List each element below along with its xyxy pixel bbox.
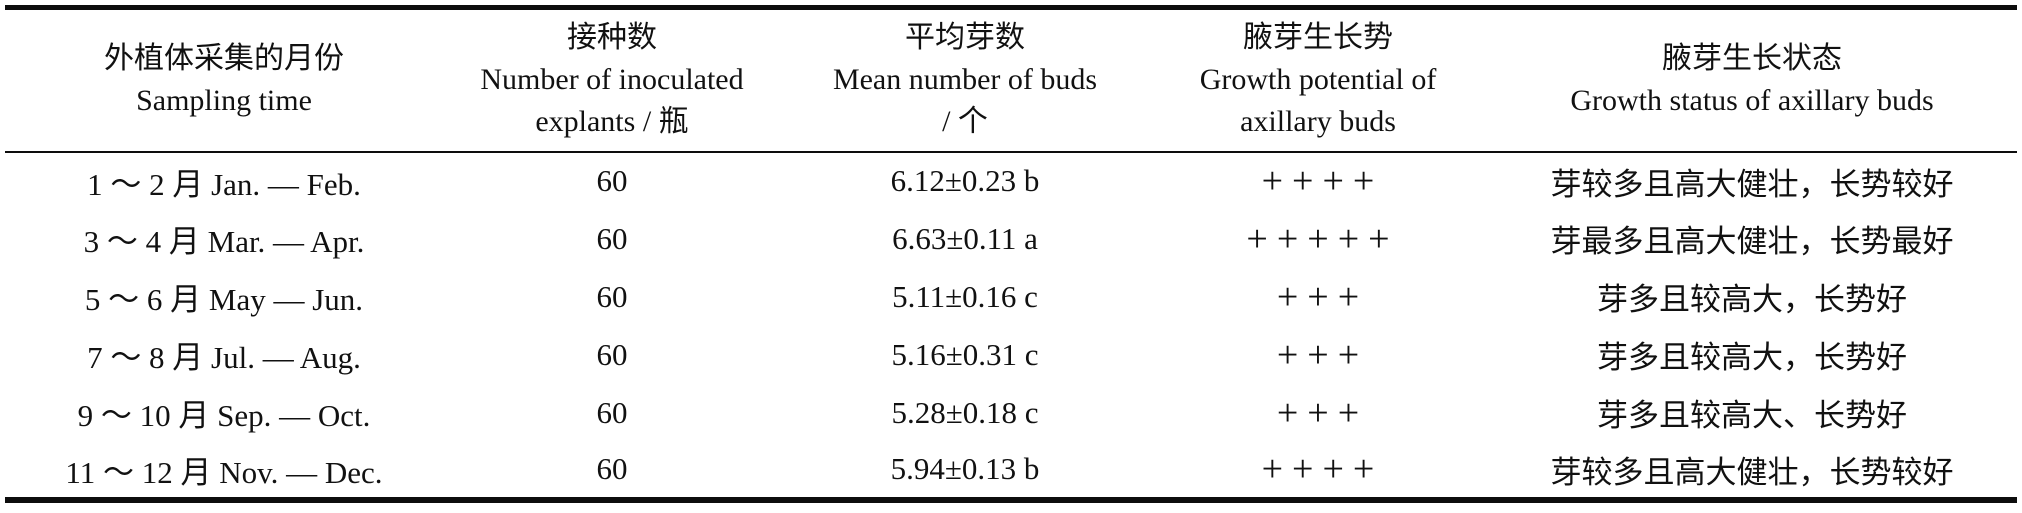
cell-mean-buds: 5.16±0.31 c (891, 336, 1039, 372)
cell-growth-status: 芽多且较高大、长势好 (1597, 398, 1907, 433)
cell-mean-buds: 5.11±0.16 c (892, 278, 1038, 314)
header-growth-potential-cn: 腋芽生长势 (1243, 21, 1393, 55)
cell-growth-potential: +++ (1276, 275, 1369, 318)
cell-inoculated-count: 60 (596, 451, 628, 486)
table-row: 3 ～ 4 月 Mar. — Apr. 60 6.63±0.11 a +++++… (5, 210, 2017, 268)
header-mean-buds-en2: / 个 (942, 105, 988, 139)
header-growth-potential-en2: axillary buds (1240, 105, 1396, 139)
table-row: 1 ～ 2 月 Jan. — Feb. 60 6.12±0.23 b ++++ … (5, 152, 2017, 210)
header-growth-potential-en1: Growth potential of (1199, 63, 1437, 97)
header-mean-buds-en1: Mean number of buds (832, 63, 1098, 97)
cell-growth-status: 芽较多且高大健壮，长势较好 (1550, 454, 1954, 490)
header-mean-buds: 平均芽数 Mean number of buds / 个 (781, 7, 1149, 153)
cell-sampling-time: 3 ～ 4 月 Mar. — Apr. (83, 224, 365, 259)
cell-growth-status: 芽较多且高大健壮，长势较好 (1550, 166, 1954, 202)
header-mean-buds-cn: 平均芽数 (905, 21, 1025, 55)
cell-growth-potential: +++ (1276, 391, 1369, 434)
cell-sampling-time: 11 ～ 12 月 Nov. — Dec. (65, 454, 383, 490)
cell-mean-buds: 6.12±0.23 b (890, 163, 1040, 198)
header-inoculated-count: 接种数 Number of inoculated explants / 瓶 (443, 7, 781, 153)
table-row: 11 ～ 12 月 Nov. — Dec. 60 5.94±0.13 b +++… (5, 442, 2017, 500)
cell-growth-status: 芽最多且高大健壮，长势最好 (1550, 224, 1954, 259)
header-growth-status-en: Growth status of axillary buds (1570, 84, 1934, 118)
cell-growth-potential: +++ (1276, 333, 1369, 376)
header-sampling-time-en: Sampling time (136, 84, 312, 118)
header-growth-status-cn: 腋芽生长状态 (1662, 42, 1842, 76)
cell-inoculated-count: 60 (596, 278, 628, 314)
cell-inoculated-count: 60 (596, 163, 628, 198)
cell-sampling-time: 9 ～ 10 月 Sep. — Oct. (77, 398, 371, 433)
cell-growth-potential: ++++ (1261, 448, 1384, 490)
cell-mean-buds: 5.28±0.18 c (891, 394, 1039, 430)
header-inoculated-count-cn: 接种数 (567, 21, 657, 55)
header-sampling-time: 外植体采集的月份 Sampling time (5, 7, 443, 153)
results-table: 外植体采集的月份 Sampling time 接种数 Number of ino… (5, 5, 2017, 503)
table-row: 5 ～ 6 月 May — Jun. 60 5.11±0.16 c +++ 芽多… (5, 268, 2017, 326)
cell-growth-status: 芽多且较高大，长势好 (1597, 282, 1907, 317)
cell-growth-status: 芽多且较高大，长势好 (1597, 340, 1907, 375)
cell-mean-buds: 5.94±0.13 b (890, 451, 1040, 486)
header-row: 外植体采集的月份 Sampling time 接种数 Number of ino… (5, 7, 2017, 153)
cell-sampling-time: 7 ～ 8 月 Jul. — Aug. (87, 340, 361, 375)
table-body: 1 ～ 2 月 Jan. — Feb. 60 6.12±0.23 b ++++ … (5, 152, 2017, 500)
cell-growth-potential: +++++ (1246, 217, 1399, 260)
cell-inoculated-count: 60 (596, 220, 628, 256)
table-row: 7 ～ 8 月 Jul. — Aug. 60 5.16±0.31 c +++ 芽… (5, 326, 2017, 384)
header-inoculated-count-en1: Number of inoculated (480, 63, 744, 97)
cell-mean-buds: 6.63±0.11 a (892, 220, 1038, 256)
table-header: 外植体采集的月份 Sampling time 接种数 Number of ino… (5, 7, 2017, 153)
cell-sampling-time: 5 ～ 6 月 May — Jun. (84, 282, 364, 317)
header-growth-potential: 腋芽生长势 Growth potential of axillary buds (1149, 7, 1487, 153)
cell-sampling-time: 1 ～ 2 月 Jan. — Feb. (87, 166, 361, 202)
cell-growth-potential: ++++ (1261, 160, 1384, 202)
cell-inoculated-count: 60 (596, 336, 628, 372)
table-row: 9 ～ 10 月 Sep. — Oct. 60 5.28±0.18 c +++ … (5, 384, 2017, 442)
cell-inoculated-count: 60 (596, 394, 628, 430)
header-sampling-time-cn: 外植体采集的月份 (104, 42, 344, 76)
header-inoculated-count-en2: explants / 瓶 (535, 105, 689, 139)
header-growth-status: 腋芽生长状态 Growth status of axillary buds (1487, 7, 2017, 153)
